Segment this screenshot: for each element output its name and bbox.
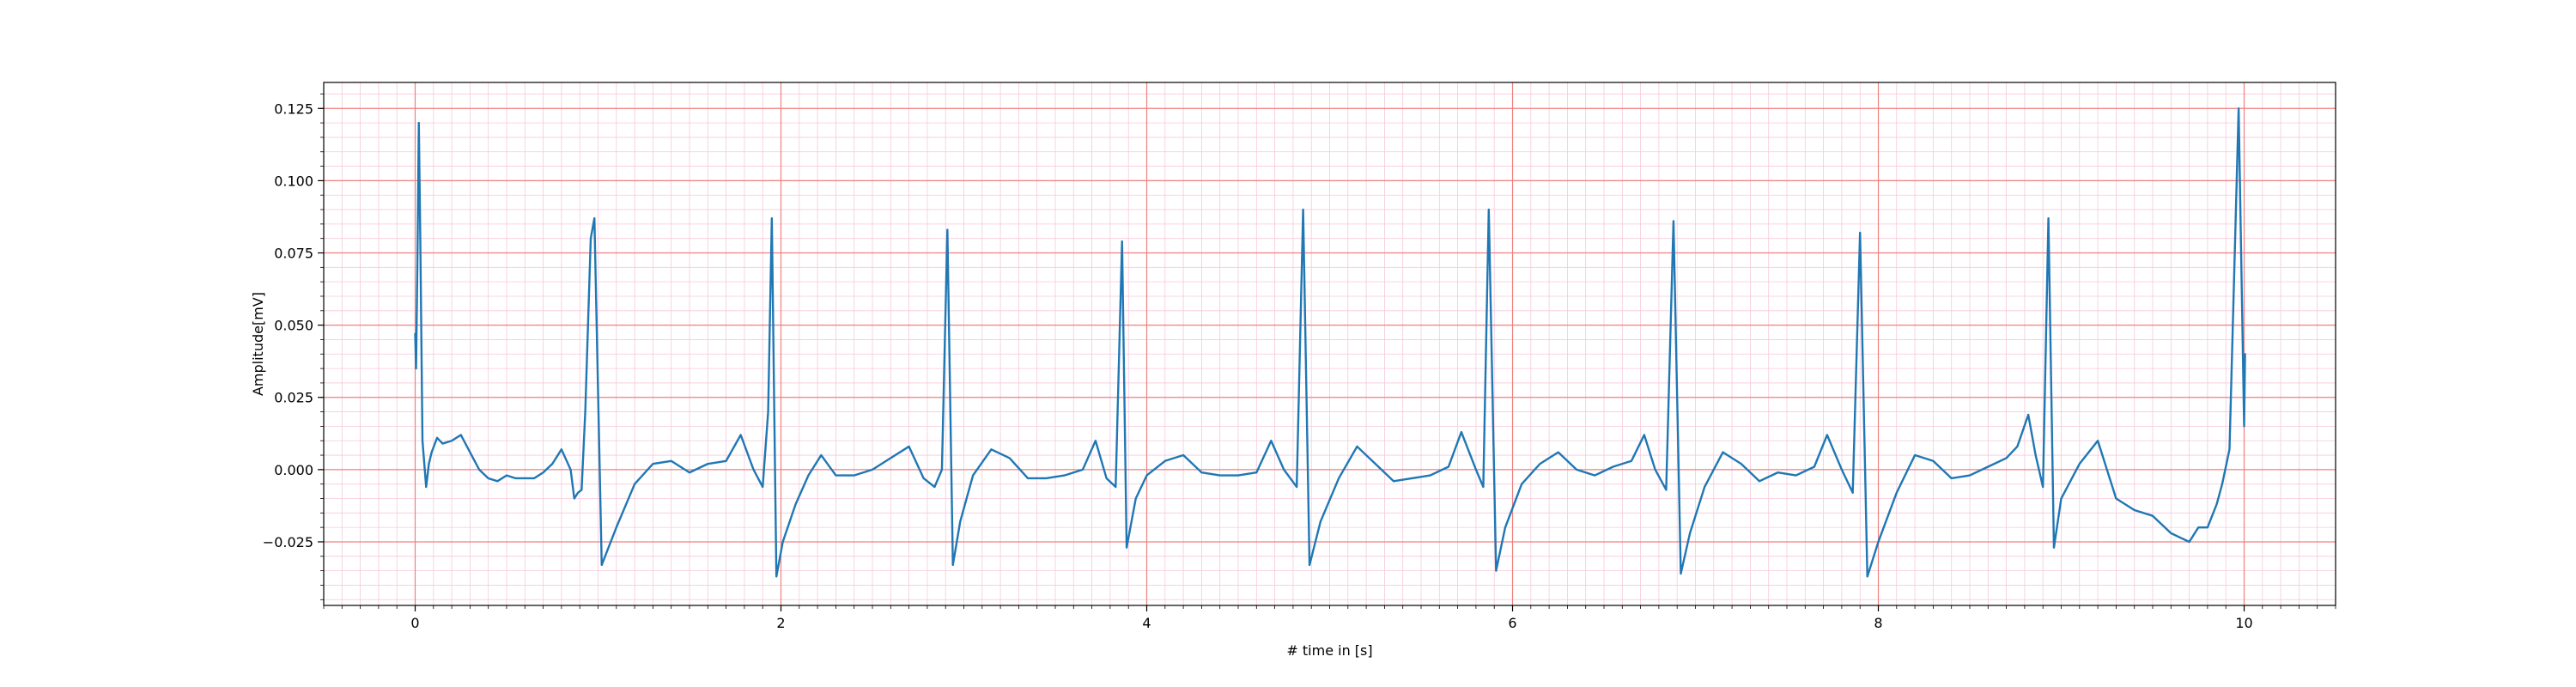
x-tick-label: 8	[1874, 615, 1882, 631]
x-axis: 0 2 4 6 8 10	[323, 605, 2336, 631]
y-axis-label: Amplitude[mV]	[250, 292, 266, 396]
y-tick-label: −0.025	[263, 534, 313, 550]
y-tick-label: 0.025	[274, 390, 313, 406]
y-tick-label: 0.100	[274, 173, 313, 189]
x-tick-label: 10	[2235, 615, 2252, 631]
x-tick-label: 4	[1142, 615, 1151, 631]
y-tick-label: 0.050	[274, 318, 313, 334]
x-axis-label: # time in [s]	[1286, 642, 1372, 659]
x-tick-label: 0	[410, 615, 419, 631]
y-axis: −0.025 0.000 0.025 0.050 0.075 0.100 0.125	[263, 94, 324, 600]
series-line	[414, 107, 2246, 578]
x-tick-label: 2	[776, 615, 785, 631]
y-tick-label: 0.075	[274, 246, 313, 262]
series-layer	[414, 107, 2246, 578]
y-tick-label: 0.000	[274, 462, 313, 478]
y-tick-label: 0.125	[274, 100, 313, 117]
major-grid	[324, 82, 2336, 605]
x-tick-label: 6	[1508, 615, 1516, 631]
